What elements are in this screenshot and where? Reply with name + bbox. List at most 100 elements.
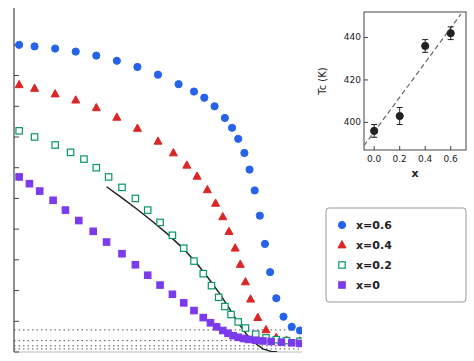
legend-marker <box>338 241 346 248</box>
y-tick <box>364 37 368 38</box>
fit-line <box>107 187 278 352</box>
point <box>261 240 268 247</box>
error-cap <box>448 26 454 27</box>
y-tick <box>14 198 19 199</box>
inset-plot-area <box>364 14 461 146</box>
point <box>253 337 259 343</box>
point <box>193 172 201 179</box>
x-tick-label: 0.2 <box>393 154 407 164</box>
error-cap <box>422 52 428 53</box>
y-tick <box>14 106 19 107</box>
point <box>201 94 208 101</box>
point <box>31 43 38 50</box>
point <box>145 207 151 213</box>
point <box>52 45 59 52</box>
point <box>222 303 228 309</box>
point <box>119 184 125 190</box>
point <box>246 166 253 173</box>
y-tick <box>14 290 19 291</box>
point <box>169 149 177 156</box>
point <box>273 295 280 302</box>
legend-box <box>326 208 466 302</box>
point <box>288 323 295 330</box>
point <box>175 81 182 88</box>
x-tick-label: 0.4 <box>418 154 433 164</box>
point <box>191 307 197 313</box>
x-tick-label: 0.0 <box>367 154 382 164</box>
y-tick <box>14 321 19 322</box>
point <box>267 269 274 276</box>
series-points <box>15 80 302 344</box>
y-tick-label: 420 <box>344 75 361 85</box>
legend-label: x=0.2 <box>356 259 392 272</box>
point <box>113 57 120 64</box>
y-tick-label: 440 <box>344 32 361 42</box>
point <box>235 135 242 142</box>
point <box>213 324 219 330</box>
y-tick-label: 400 <box>344 117 361 127</box>
point <box>231 244 239 251</box>
point <box>154 71 161 78</box>
point <box>208 282 214 288</box>
point <box>103 239 109 245</box>
point <box>297 340 302 346</box>
point <box>183 161 191 168</box>
point <box>247 295 255 302</box>
point <box>254 313 262 320</box>
y-tick <box>14 259 19 260</box>
chart: x=0.6x=0.4x=0.2x=00.00.20.40.6400420440x… <box>0 0 474 361</box>
point <box>93 52 100 59</box>
point <box>212 199 220 206</box>
point <box>219 212 227 219</box>
point <box>90 228 96 234</box>
point <box>241 278 249 285</box>
plot-area <box>14 41 302 352</box>
y-axis-line <box>13 8 14 352</box>
point <box>72 96 80 103</box>
point <box>396 112 403 119</box>
point <box>113 113 121 120</box>
error-bar <box>422 40 428 53</box>
error-cap <box>448 39 454 40</box>
point <box>72 48 79 55</box>
point <box>93 165 99 171</box>
point <box>200 314 206 320</box>
series-points <box>16 41 302 334</box>
point <box>145 272 151 278</box>
error-bar <box>448 27 454 40</box>
point <box>169 232 175 238</box>
y-tick <box>364 122 368 123</box>
point <box>169 291 175 297</box>
legend-marker <box>339 282 345 288</box>
point <box>245 336 251 342</box>
error-cap <box>397 124 403 125</box>
linear-fit <box>364 14 461 146</box>
series-points <box>16 174 302 347</box>
point <box>67 149 73 155</box>
point <box>190 88 197 95</box>
point <box>51 90 59 97</box>
point <box>228 311 234 317</box>
point <box>154 137 162 144</box>
point <box>16 128 22 134</box>
x-tick <box>450 146 451 150</box>
point <box>31 134 37 140</box>
error-bar <box>371 125 377 138</box>
point <box>26 180 32 186</box>
point <box>260 338 266 344</box>
point <box>262 325 270 332</box>
error-cap <box>422 39 428 40</box>
point <box>132 262 138 268</box>
point <box>207 320 213 326</box>
point <box>371 127 378 134</box>
inset-frame <box>364 12 466 150</box>
legend-marker <box>338 221 345 228</box>
point <box>228 124 235 131</box>
point <box>105 174 111 180</box>
legend-label: x=0.4 <box>356 239 392 252</box>
point <box>31 84 39 91</box>
y-tick <box>14 75 19 76</box>
point <box>16 41 23 48</box>
point <box>62 207 68 213</box>
x-axis-label: x <box>411 167 418 180</box>
